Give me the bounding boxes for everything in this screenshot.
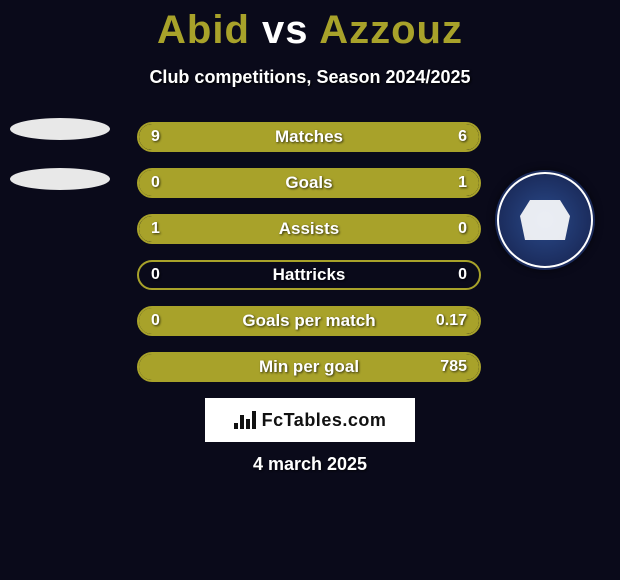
vs-text: vs: [262, 8, 309, 52]
stat-bar: 9Matches6: [137, 122, 481, 152]
bar-label: Assists: [139, 216, 479, 242]
stat-bar: Min per goal785: [137, 352, 481, 382]
brand-chart-icon: [234, 411, 256, 429]
player1-name: Abid: [157, 8, 250, 52]
subtitle: Club competitions, Season 2024/2025: [0, 67, 620, 88]
ellipse-placeholder: [10, 168, 110, 190]
bar-value-right: 1: [458, 170, 467, 196]
bar-value-right: 0: [458, 216, 467, 242]
ellipse-placeholder: [10, 118, 110, 140]
stat-bar: 0Hattricks0: [137, 260, 481, 290]
brand-text: FcTables.com: [262, 410, 387, 431]
comparison-bars: 9Matches60Goals11Assists00Hattricks00Goa…: [137, 122, 481, 398]
bar-value-right: 785: [440, 354, 467, 380]
page-title: Abid vs Azzouz: [0, 0, 620, 53]
bar-label: Goals per match: [139, 308, 479, 334]
bar-label: Hattricks: [139, 262, 479, 288]
bar-value-right: 6: [458, 124, 467, 150]
bar-value-right: 0.17: [436, 308, 467, 334]
stat-bar: 1Assists0: [137, 214, 481, 244]
stat-bar: 0Goals per match0.17: [137, 306, 481, 336]
stat-bar: 0Goals1: [137, 168, 481, 198]
bar-value-right: 0: [458, 262, 467, 288]
bar-label: Min per goal: [139, 354, 479, 380]
club-badge-icon: [495, 170, 595, 270]
bar-label: Matches: [139, 124, 479, 150]
player1-logo-area: [10, 110, 110, 170]
player2-name: Azzouz: [319, 8, 463, 52]
bar-label: Goals: [139, 170, 479, 196]
date-label: 4 march 2025: [0, 454, 620, 475]
player2-logo-area: [495, 170, 605, 280]
brand-box: FcTables.com: [205, 398, 415, 442]
